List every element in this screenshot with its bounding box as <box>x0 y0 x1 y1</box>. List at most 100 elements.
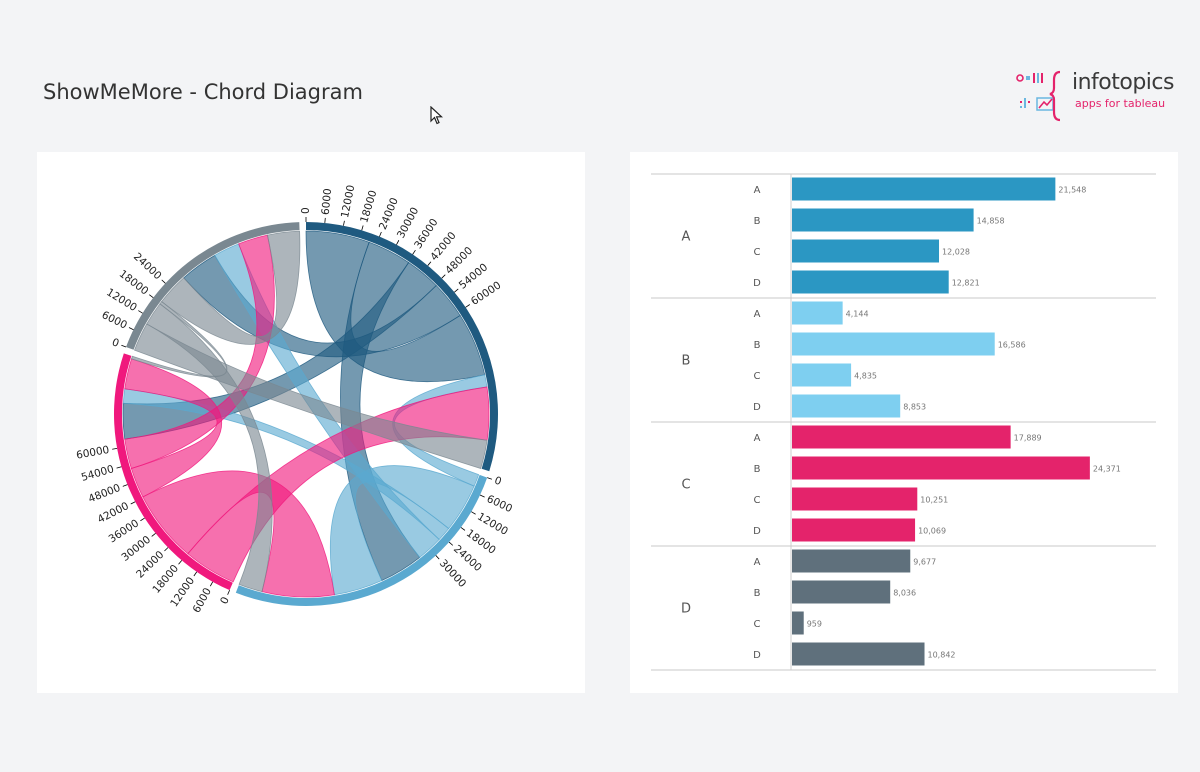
bar-chart: A A 21,548 B 14,858 C 12,028 D 12,821 B A 4,144 B 16,… <box>651 173 1156 671</box>
bar-D-A[interactable] <box>792 549 911 573</box>
tick-label-D: 0 <box>110 336 120 350</box>
bar-value-label: 8,853 <box>903 403 926 412</box>
tick-mark-A <box>454 288 459 293</box>
category-label: D <box>753 526 761 537</box>
tick-label-B: 0 <box>493 475 503 489</box>
group-arc-D[interactable] <box>126 222 300 350</box>
bar-A-D[interactable] <box>792 270 949 294</box>
bar-value-label: 16,586 <box>998 341 1026 350</box>
bar-value-label: 12,821 <box>952 279 980 288</box>
bar-C-C[interactable] <box>792 487 918 511</box>
group-label-B: B <box>682 354 691 369</box>
category-label: A <box>754 309 761 320</box>
chord-D-to-B[interactable] <box>146 303 273 593</box>
group-arc-B[interactable] <box>235 474 488 606</box>
tick-label-D: 6000 <box>100 309 129 332</box>
tick-mark-B <box>487 477 493 480</box>
tick-mark-A <box>343 220 345 226</box>
bar-panel: A A 21,548 B 14,858 C 12,028 D 12,821 B A 4,144 B 16,… <box>630 152 1178 693</box>
tick-mark-C <box>112 447 118 450</box>
tick-mark-A <box>379 231 382 237</box>
bar-B-C[interactable] <box>792 363 852 387</box>
bar-A-C[interactable] <box>792 239 940 263</box>
tick-label-C: 0 <box>218 595 232 606</box>
bar-C-D[interactable] <box>792 518 916 542</box>
tick-mark-D <box>161 279 166 284</box>
tick-mark-C <box>178 560 183 565</box>
bar-value-label: 10,251 <box>920 496 948 505</box>
category-label: C <box>754 247 761 258</box>
tick-mark-C <box>116 466 122 469</box>
tick-mark-B <box>471 511 476 515</box>
bar-value-label: 9,677 <box>913 558 936 567</box>
group-arc-C[interactable] <box>114 353 233 591</box>
category-label: B <box>754 588 761 599</box>
category-label: C <box>754 495 761 506</box>
bar-D-D[interactable] <box>792 642 925 666</box>
bar-B-B[interactable] <box>792 332 995 356</box>
tick-label-A: 24000 <box>377 196 401 231</box>
bar-value-label: 8,036 <box>893 589 916 598</box>
category-label: D <box>753 650 761 661</box>
category-label: B <box>754 340 761 351</box>
bar-A-A[interactable] <box>792 177 1056 201</box>
tick-mark-C <box>140 517 145 522</box>
tick-label-C: 6000 <box>191 586 214 615</box>
bar-value-label: 14,858 <box>977 217 1005 226</box>
infotopics-logo <box>1016 70 1061 122</box>
bar-B-A[interactable] <box>792 301 843 325</box>
group-label-A: A <box>682 230 691 245</box>
tick-mark-A <box>427 261 432 266</box>
tick-mark-B <box>460 527 466 531</box>
bar-value-label: 24,371 <box>1093 465 1121 474</box>
tick-mark-C <box>122 484 128 487</box>
logo-wordmark: infotopics <box>1072 70 1174 95</box>
tick-label-C: 60000 <box>75 444 110 462</box>
tick-label-D: 12000 <box>104 286 139 314</box>
tick-mark-D <box>121 344 127 348</box>
chord-C-to-C[interactable] <box>124 358 222 498</box>
bar-D-C[interactable] <box>792 611 804 635</box>
tick-label-A: 12000 <box>339 184 357 219</box>
category-label: B <box>754 464 761 475</box>
bar-value-label: 10,842 <box>928 651 956 660</box>
tick-mark-D <box>128 327 134 331</box>
tick-mark-C <box>151 533 156 537</box>
chord-diagram: 0 6000 12000 180002400030000360004200048000… <box>75 184 514 615</box>
chord-D-to-D[interactable] <box>161 230 301 345</box>
chord-D-to-C[interactable] <box>130 300 228 378</box>
bar-value-label: 4,835 <box>854 372 877 381</box>
bar-A-B[interactable] <box>792 208 974 232</box>
bar-B-D[interactable] <box>792 394 901 418</box>
tick-label-C: 54000 <box>80 463 115 484</box>
bar-C-B[interactable] <box>792 456 1090 480</box>
tick-mark-C <box>227 589 230 595</box>
group-label-C: C <box>681 478 690 493</box>
bar-value-label: 10,069 <box>918 527 946 536</box>
category-label: A <box>754 433 761 444</box>
tick-mark-B <box>479 494 485 498</box>
chord-panel: 0 6000 12000 18000 24000 30000 36000 42000 48000… <box>37 152 585 693</box>
tick-mark-B <box>435 555 440 560</box>
bar-value-label: 4,144 <box>846 310 869 319</box>
category-label: A <box>754 185 761 196</box>
tick-mark-B <box>448 541 454 546</box>
tick-mark-A <box>361 225 364 231</box>
tick-label-B: 6000 <box>485 493 514 515</box>
bar-value-label: 959 <box>807 620 822 629</box>
bar-rows: A A 21,548 B 14,858 C 12,028 D 12,821 B A 4,144 B 16,… <box>651 173 1156 671</box>
tick-mark-A <box>396 240 400 245</box>
page-title: ShowMeMore - Chord Diagram <box>43 80 363 104</box>
bar-D-B[interactable] <box>792 580 891 604</box>
tick-mark-D <box>138 310 143 314</box>
logo-tagline: apps for tableau <box>1075 97 1166 110</box>
tick-mark-C <box>193 571 198 577</box>
tick-label-A: 18000 <box>358 189 379 224</box>
mouse-cursor-icon <box>430 106 444 125</box>
group-label-D: D <box>681 602 691 617</box>
tick-label-C: 48000 <box>87 482 122 505</box>
bar-C-A[interactable] <box>792 425 1011 449</box>
tick-label-A: 0 <box>300 207 312 214</box>
category-label: D <box>753 402 761 413</box>
tick-mark-A <box>441 274 446 279</box>
